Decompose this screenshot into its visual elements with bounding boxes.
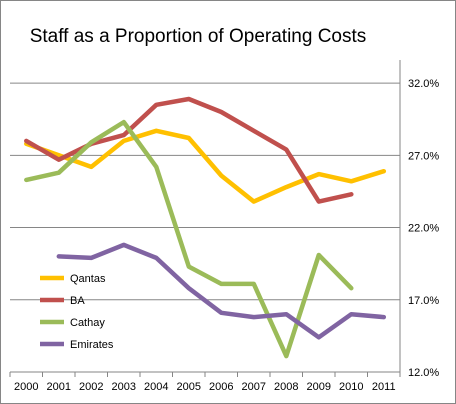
y-tick-label: 27.0% — [408, 150, 439, 162]
chart-title: Staff as a Proportion of Operating Costs — [30, 26, 367, 47]
legend-label-emirates: Emirates — [70, 339, 114, 351]
y-tick-label: 32.0% — [408, 78, 439, 90]
x-tick-label: 2007 — [242, 381, 266, 393]
series-line-qantas — [24, 128, 387, 204]
legend-label-qantas: Qantas — [70, 273, 106, 285]
x-tick-label: 2006 — [209, 381, 233, 393]
x-tick-label: 2009 — [307, 381, 331, 393]
x-tick-label: 2010 — [339, 381, 363, 393]
series-line-ba — [24, 96, 354, 204]
x-tick-label: 2008 — [274, 381, 298, 393]
x-tick-label: 2001 — [47, 381, 71, 393]
y-tick-label: 12.0% — [408, 367, 439, 379]
x-tick-label: 2011 — [372, 381, 396, 393]
legend-label-ba: BA — [70, 295, 85, 307]
x-tick-label: 2003 — [112, 381, 136, 393]
series-lines — [24, 96, 387, 359]
x-tick-label: 2004 — [144, 381, 168, 393]
axes: 12.0% 17.0% 22.0% 27.0% 32.0% 2000 2001 2002 200… — [9, 60, 439, 393]
y-tick-label: 22.0% — [408, 223, 439, 235]
y-tick-label: 17.0% — [408, 295, 439, 307]
x-tick-label: 2002 — [79, 381, 103, 393]
x-tick-label: 2000 — [14, 381, 38, 393]
series-line-emirates — [56, 242, 387, 340]
legend: Qantas BA Cathay Emirates — [40, 273, 114, 351]
x-tick-label: 2005 — [177, 381, 201, 393]
legend-label-cathay: Cathay — [70, 317, 105, 329]
